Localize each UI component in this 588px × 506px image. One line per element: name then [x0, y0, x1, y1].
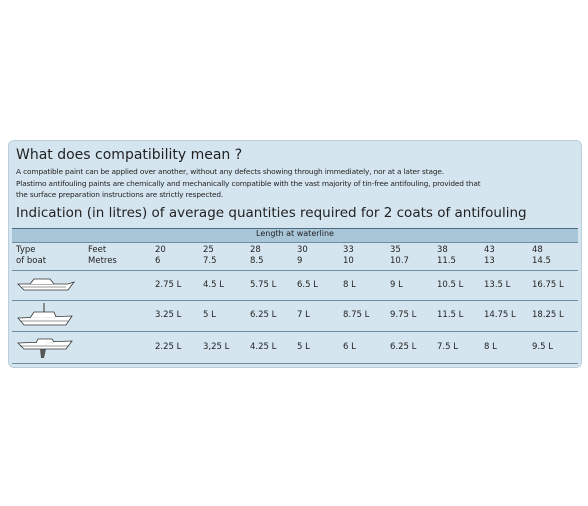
feet-value: 35 — [390, 245, 401, 255]
separator — [12, 242, 578, 243]
sailboat-icon — [17, 338, 73, 358]
quantity-cell: 4.25 L — [250, 342, 277, 352]
metres-value: 10 — [343, 256, 354, 266]
quantity-cell: 9 L — [390, 280, 403, 290]
quantity-cell: 5.75 L — [250, 280, 277, 290]
title: What does compatibility mean ? — [16, 147, 243, 163]
feet-value: 43 — [484, 245, 495, 255]
quantity-cell: 13.5 L — [484, 280, 511, 290]
caption-bar — [12, 228, 578, 242]
feet-value: 20 — [155, 245, 166, 255]
paragraph-line: A compatible paint can be applied over a… — [16, 167, 445, 176]
quantity-cell: 5 L — [297, 342, 310, 352]
quantity-cell: 8 L — [484, 342, 497, 352]
quantity-cell: 7.5 L — [437, 342, 458, 352]
panel — [8, 140, 582, 368]
quantity-cell: 3,25 L — [203, 342, 230, 352]
metres-value: 8.5 — [250, 256, 264, 266]
metres-value: 7.5 — [203, 256, 217, 266]
separator — [12, 270, 578, 271]
separator — [12, 300, 578, 301]
quantity-cell: 6.25 L — [250, 310, 277, 320]
quantity-cell: 2.25 L — [155, 342, 182, 352]
subtitle: Indication (in litres) of average quanti… — [16, 205, 527, 221]
quantity-cell: 8.75 L — [343, 310, 370, 320]
caption: Length at waterline — [256, 229, 334, 238]
motorboat-icon — [17, 278, 76, 291]
quantity-cell: 6.5 L — [297, 280, 318, 290]
unit-label: Feet — [88, 245, 107, 255]
quantity-cell: 3.25 L — [155, 310, 182, 320]
quantity-cell: 4.5 L — [203, 280, 224, 290]
feet-value: 38 — [437, 245, 448, 255]
type-label: of boat — [16, 256, 47, 266]
quantity-cell: 16.75 L — [532, 280, 564, 290]
quantity-cell: 5 L — [203, 310, 216, 320]
quantity-cell: 8 L — [343, 280, 356, 290]
quantity-cell: 7 L — [297, 310, 310, 320]
separator — [12, 331, 578, 332]
feet-value: 30 — [297, 245, 308, 255]
quantity-cell: 11.5 L — [437, 310, 464, 320]
quantity-cell: 14.75 L — [484, 310, 516, 320]
metres-value: 10.7 — [390, 256, 409, 266]
separator — [12, 363, 578, 364]
feet-value: 25 — [203, 245, 214, 255]
quantity-cell: 2.75 L — [155, 280, 182, 290]
motorsailer-icon — [17, 303, 73, 326]
paragraph-line: the surface preparation instructions are… — [16, 190, 224, 199]
metres-value: 14.5 — [532, 256, 551, 266]
feet-value: 48 — [532, 245, 543, 255]
quantity-cell: 6 L — [343, 342, 356, 352]
metres-value: 6 — [155, 256, 161, 266]
metres-value: 9 — [297, 256, 303, 266]
feet-value: 33 — [343, 245, 354, 255]
feet-value: 28 — [250, 245, 261, 255]
unit-label: Metres — [88, 256, 117, 266]
type-label: Type — [16, 245, 36, 255]
quantity-cell: 9.5 L — [532, 342, 553, 352]
metres-value: 11.5 — [437, 256, 456, 266]
quantity-cell: 10.5 L — [437, 280, 464, 290]
quantity-cell: 18.25 L — [532, 310, 564, 320]
metres-value: 13 — [484, 256, 495, 266]
quantity-cell: 9.75 L — [390, 310, 417, 320]
quantity-cell: 6.25 L — [390, 342, 417, 352]
paragraph-line: Plastimo antifouling paints are chemical… — [16, 179, 481, 188]
